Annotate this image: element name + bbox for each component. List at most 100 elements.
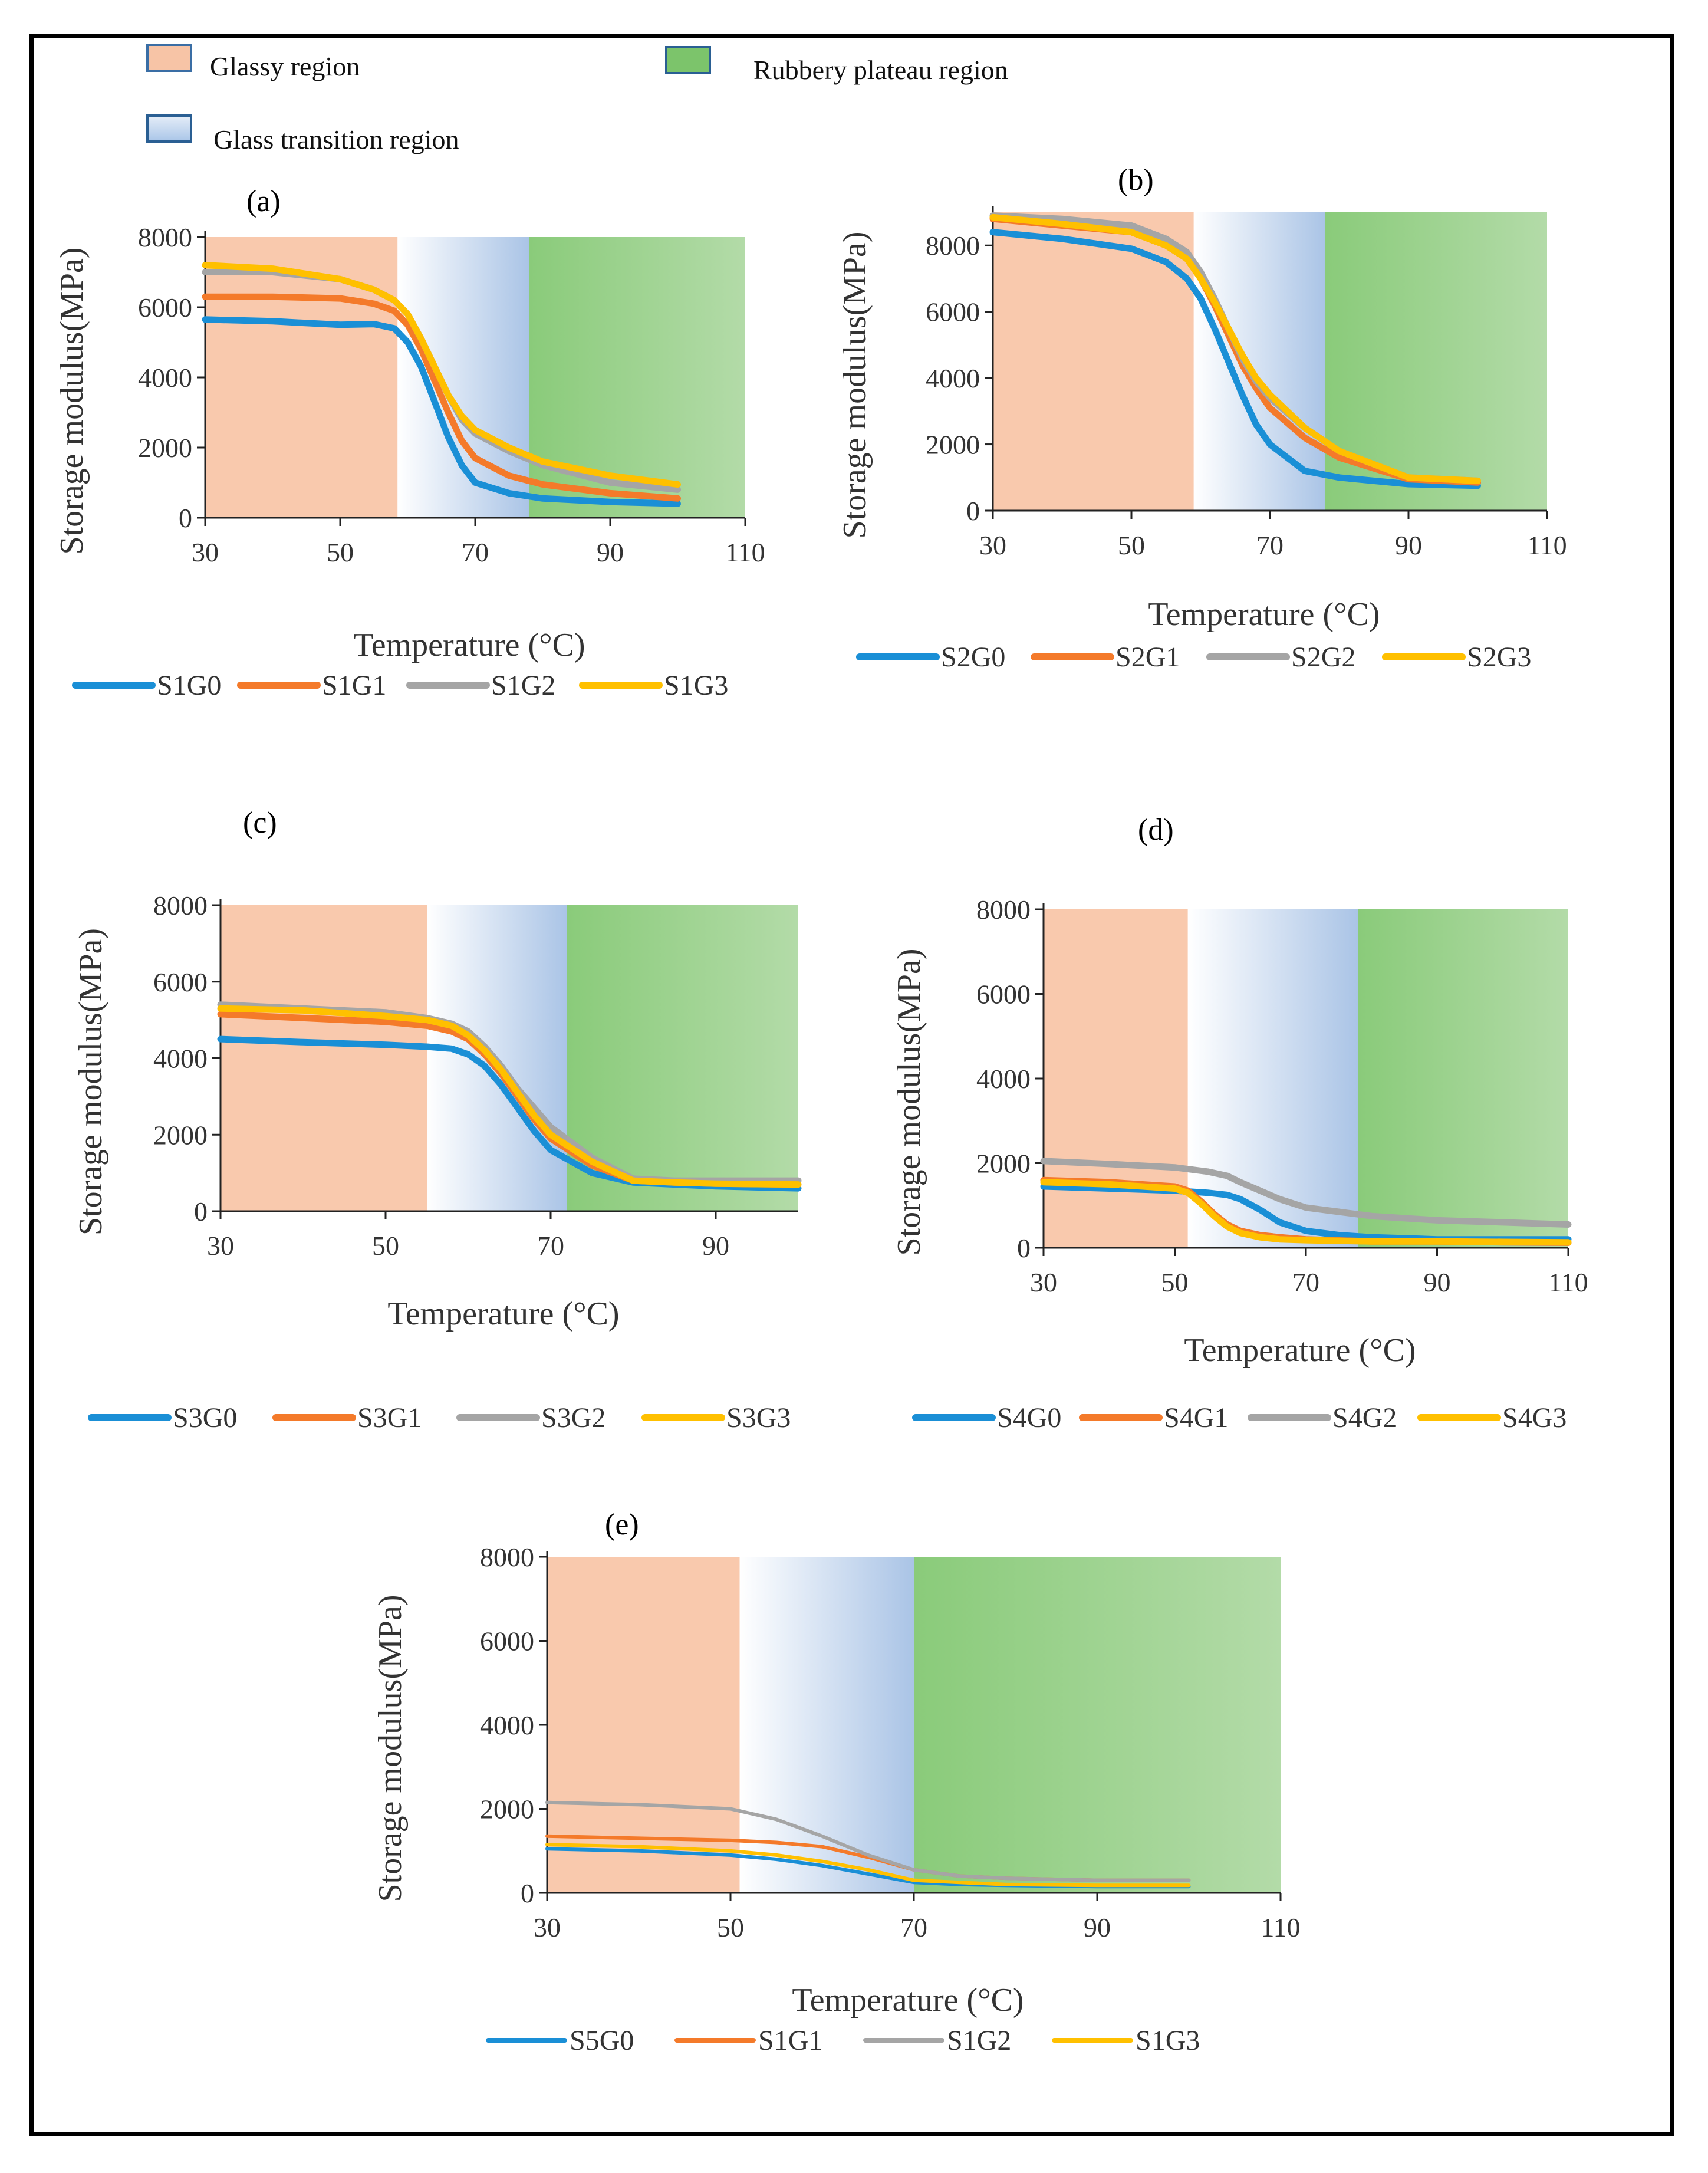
x-tick-label: 110 xyxy=(725,537,765,567)
legend-transition-label: Glass transition region xyxy=(213,124,459,154)
y-tick-label: 0 xyxy=(966,496,980,526)
panel-label: (b) xyxy=(1118,163,1154,197)
y-axis-title: Storage modulus(MPa) xyxy=(837,231,873,538)
legend-label-s2g2: S2G2 xyxy=(1291,642,1355,673)
rubbery-swatch xyxy=(665,46,711,74)
x-axis-title: Temperature (°C) xyxy=(792,1982,1024,2019)
y-tick-label: 0 xyxy=(521,1878,534,1908)
x-tick-label: 50 xyxy=(1118,530,1145,560)
legend-label-s2g1: S2G1 xyxy=(1115,642,1180,673)
y-tick-label: 4000 xyxy=(153,1044,208,1074)
x-tick-label: 50 xyxy=(717,1912,744,1942)
legend-label-s1g1: S1G1 xyxy=(322,670,386,701)
x-axis-title: Temperature (°C) xyxy=(353,627,585,663)
legend-label-s4g1: S4G1 xyxy=(1164,1402,1228,1434)
y-tick-label: 8000 xyxy=(153,890,208,921)
x-tick-label: 70 xyxy=(537,1231,564,1261)
y-tick-label: 2000 xyxy=(153,1120,208,1150)
legend-transition: Glass transition region xyxy=(146,114,459,154)
series-line-s1g3 xyxy=(545,1843,1191,1888)
series-line-s2g3 xyxy=(989,213,1481,484)
legend-rubbery: Rubbery plateau region xyxy=(665,46,1008,85)
legend-label-s2g3: S2G3 xyxy=(1467,642,1531,673)
y-tick-label: 8000 xyxy=(480,1542,534,1572)
glassy-region xyxy=(993,212,1194,511)
legend-label-s4g0: S4G0 xyxy=(997,1402,1061,1434)
chart-panel-2: 0 2000 4000 6000 8000 30 50 70 90 110 Temperature … xyxy=(837,163,1567,673)
glass-transition-region xyxy=(1193,212,1325,511)
rubbery-plateau-region xyxy=(914,1557,1281,1893)
region-legend: Glassy region Rubbery plateau region Gla… xyxy=(146,44,1008,154)
legend-label-s3g3: S3G3 xyxy=(726,1402,791,1434)
y-axis-title: Storage modulus(MPa) xyxy=(73,928,109,1235)
y-tick-label: 0 xyxy=(194,1196,208,1227)
legend-glassy: Glassy region xyxy=(146,44,360,81)
y-tick-label: 8000 xyxy=(138,222,192,252)
chart-panel-1: 0 2000 4000 6000 8000 30 50 70 90 110 Temperature … xyxy=(54,185,765,701)
x-tick-label: 90 xyxy=(1084,1912,1111,1942)
glassy-region xyxy=(205,237,398,518)
glassy-region xyxy=(221,905,427,1211)
glassy-region xyxy=(1044,909,1188,1248)
x-axis-title: Temperature (°C) xyxy=(387,1296,619,1332)
panel-label: (d) xyxy=(1138,813,1174,847)
legend-label-s4g2: S4G2 xyxy=(1332,1402,1397,1434)
y-tick-label: 6000 xyxy=(976,979,1031,1010)
panel-label: (c) xyxy=(243,806,277,840)
series-line-s3g3 xyxy=(217,1005,802,1188)
legend-label-s3g1: S3G1 xyxy=(357,1402,422,1434)
x-tick-label: 30 xyxy=(192,537,219,567)
y-tick-label: 2000 xyxy=(926,430,980,460)
series-line-s1g0 xyxy=(202,316,681,507)
y-tick-label: 4000 xyxy=(926,363,980,393)
legend-label-s5g0: S5G0 xyxy=(570,2025,634,2056)
x-axis-title: Temperature (°C) xyxy=(1148,596,1380,633)
legend-label-s1g2: S1G2 xyxy=(947,2025,1011,2056)
y-tick-label: 4000 xyxy=(138,363,192,393)
y-tick-label: 2000 xyxy=(976,1149,1031,1179)
x-tick-label: 90 xyxy=(1395,530,1422,560)
y-tick-label: 2000 xyxy=(480,1794,534,1824)
transition-swatch xyxy=(146,114,192,143)
y-tick-label: 6000 xyxy=(153,967,208,997)
legend-label-s1g0: S1G0 xyxy=(157,670,221,701)
x-tick-label: 30 xyxy=(979,530,1006,560)
legend-label-s3g0: S3G0 xyxy=(173,1402,237,1434)
series-line-s4g2 xyxy=(1040,1158,1572,1228)
x-tick-label: 90 xyxy=(702,1231,729,1261)
y-axis-title: Storage modulus(MPa) xyxy=(54,247,90,554)
legend-label-s4g3: S4G3 xyxy=(1502,1402,1567,1434)
y-tick-label: 0 xyxy=(1017,1233,1031,1263)
y-axis-title: Storage modulus(MPa) xyxy=(891,948,927,1255)
panel-label: (a) xyxy=(246,185,281,218)
x-tick-label: 70 xyxy=(462,537,489,567)
legend-glassy-label: Glassy region xyxy=(210,51,360,81)
y-tick-label: 6000 xyxy=(138,292,192,323)
glassy-swatch xyxy=(146,44,192,72)
y-tick-label: 8000 xyxy=(926,231,980,261)
chart-panel-5: 0 2000 4000 6000 8000 30 50 70 90 110 Temperature … xyxy=(372,1508,1301,2056)
glassy-region xyxy=(547,1557,740,1893)
series-line-s4g3 xyxy=(1040,1179,1572,1246)
x-tick-label: 30 xyxy=(1030,1267,1057,1297)
legend-label-s1g3: S1G3 xyxy=(1136,2025,1200,2056)
x-tick-label: 30 xyxy=(534,1912,561,1942)
rubbery-plateau-region xyxy=(529,237,745,518)
legend-label-s3g2: S3G2 xyxy=(541,1402,605,1434)
rubbery-plateau-region xyxy=(1358,909,1568,1248)
series-line-s1g3 xyxy=(202,262,681,488)
x-axis-title: Temperature (°C) xyxy=(1184,1332,1416,1369)
chart-panel-4: 0 2000 4000 6000 8000 30 50 70 90 110 Temperature … xyxy=(891,813,1588,1434)
y-tick-label: 6000 xyxy=(926,297,980,327)
series-line-s1g2 xyxy=(545,1800,1191,1882)
legend-label-s1g2: S1G2 xyxy=(491,670,555,701)
x-tick-label: 70 xyxy=(900,1912,927,1942)
x-tick-label: 30 xyxy=(207,1231,234,1261)
legend-label-s2g0: S2G0 xyxy=(941,642,1005,673)
y-tick-label: 0 xyxy=(179,503,192,533)
x-tick-label: 50 xyxy=(1161,1267,1189,1297)
x-tick-label: 70 xyxy=(1256,530,1284,560)
y-tick-label: 2000 xyxy=(138,433,192,463)
y-tick-label: 6000 xyxy=(480,1626,534,1656)
